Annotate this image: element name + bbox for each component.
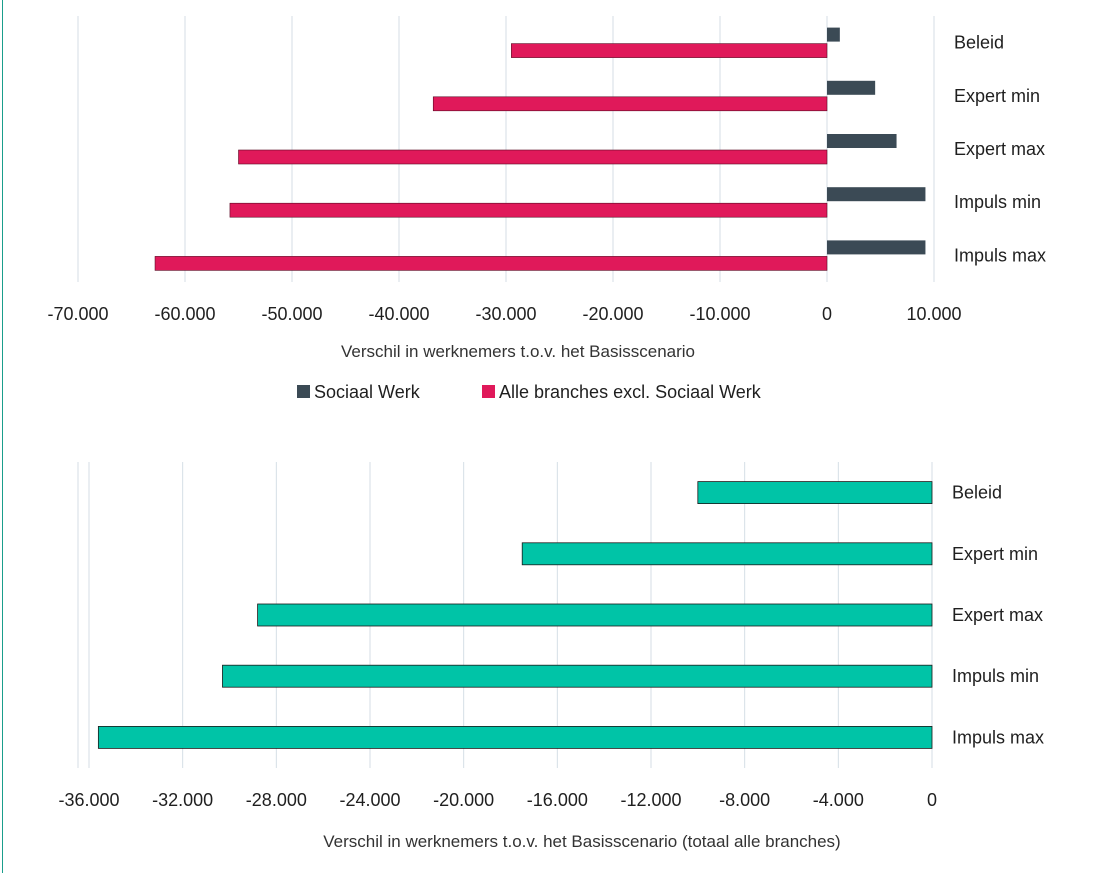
x-tick-label: -36.000 bbox=[58, 790, 119, 810]
x-tick-label: -20.000 bbox=[582, 304, 643, 324]
bar-sociaal-werk bbox=[827, 134, 897, 148]
legend-label-sociaal-werk: Sociaal Werk bbox=[314, 382, 421, 402]
bar-alle-branches bbox=[229, 202, 828, 218]
chart-2-workers-total: -36.000 -32.000 -28.000 -24.000 -20.000 -16.0… bbox=[58, 462, 1044, 851]
x-tick-label: 10.000 bbox=[906, 304, 961, 324]
category-label: Expert min bbox=[954, 86, 1040, 106]
bar-alle-branches bbox=[238, 149, 828, 165]
x-tick-label: -32.000 bbox=[152, 790, 213, 810]
bar-totaal bbox=[97, 726, 933, 749]
legend-label-alle-branches: Alle branches excl. Sociaal Werk bbox=[499, 382, 762, 402]
bar-alle-branches bbox=[432, 96, 828, 112]
x-axis-title: Verschil in werknemers t.o.v. het Basiss… bbox=[341, 342, 695, 361]
x-tick-label: 0 bbox=[822, 304, 832, 324]
chart-1-workers-by-branch: -70.000 -60.000 -50.000 -40.000 -30.000 -20.0… bbox=[47, 16, 1046, 402]
legend-swatch-alle-branches bbox=[482, 385, 495, 398]
bar-totaal bbox=[257, 603, 933, 627]
bar-totaal bbox=[697, 481, 933, 505]
bar-sociaal-werk bbox=[827, 27, 840, 42]
x-tick-label: -70.000 bbox=[47, 304, 108, 324]
category-label: Impuls max bbox=[954, 245, 1046, 265]
category-label: Impuls min bbox=[952, 666, 1039, 686]
x-tick-label: -40.000 bbox=[368, 304, 429, 324]
bar-sociaal-werk bbox=[827, 187, 926, 202]
category-label: Expert max bbox=[954, 139, 1045, 159]
bar-totaal bbox=[222, 664, 933, 688]
x-axis-title: Verschil in werknemers t.o.v. het Basiss… bbox=[323, 832, 840, 851]
category-label: Beleid bbox=[952, 483, 1002, 503]
bar-sociaal-werk bbox=[827, 240, 926, 255]
x-tick-label: -4.000 bbox=[813, 790, 864, 810]
x-tick-label: -50.000 bbox=[261, 304, 322, 324]
x-tick-label: -20.000 bbox=[433, 790, 494, 810]
x-tick-label: -24.000 bbox=[339, 790, 400, 810]
category-label: Expert min bbox=[952, 544, 1038, 564]
category-label: Beleid bbox=[954, 33, 1004, 53]
x-tick-label: -8.000 bbox=[719, 790, 770, 810]
x-tick-label: -28.000 bbox=[246, 790, 307, 810]
x-tick-label: 0 bbox=[927, 790, 937, 810]
page-left-border bbox=[2, 0, 3, 873]
category-label: Impuls max bbox=[952, 727, 1044, 747]
x-tick-label: -16.000 bbox=[527, 790, 588, 810]
category-label: Impuls min bbox=[954, 192, 1041, 212]
bar-alle-branches bbox=[511, 43, 828, 58]
x-tick-label: -30.000 bbox=[475, 304, 536, 324]
legend-swatch-sociaal-werk bbox=[297, 385, 310, 398]
x-tick-label: -12.000 bbox=[620, 790, 681, 810]
x-tick-label: -60.000 bbox=[154, 304, 215, 324]
bar-totaal bbox=[521, 542, 933, 566]
category-label: Expert max bbox=[952, 605, 1043, 625]
x-tick-label: -10.000 bbox=[689, 304, 750, 324]
bar-sociaal-werk bbox=[827, 80, 876, 95]
bar-alle-branches bbox=[154, 256, 828, 271]
